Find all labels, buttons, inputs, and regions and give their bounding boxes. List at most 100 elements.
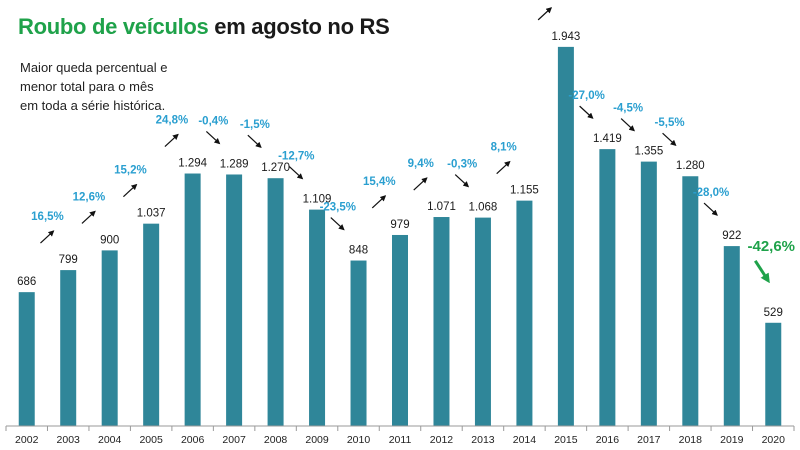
bar-2005 — [143, 223, 160, 426]
percent-change-label-2007: -0,4% — [198, 115, 228, 127]
value-label-2020: 529 — [764, 307, 783, 319]
percent-change-label-2013: -0,3% — [447, 159, 477, 171]
value-label-2013: 1.068 — [469, 202, 498, 214]
percent-change-label-2020: -42,6% — [747, 238, 795, 255]
trend-arrow-2013 — [454, 174, 470, 188]
trend-arrow-2019 — [703, 202, 718, 216]
value-label-2018: 1.280 — [676, 160, 705, 172]
bar-2013 — [474, 217, 491, 426]
x-tick-label-2019: 2019 — [720, 434, 744, 446]
trend-arrow-2014 — [496, 160, 511, 175]
value-label-2010: 848 — [349, 245, 368, 257]
bar-2012 — [433, 217, 450, 426]
value-label-2015: 1.943 — [552, 31, 581, 43]
bar-2014 — [516, 200, 533, 426]
x-tick-label-2009: 2009 — [305, 434, 329, 446]
trend-arrow-2012 — [413, 177, 428, 191]
x-tick-label-2004: 2004 — [98, 434, 122, 446]
trend-arrow-2016 — [579, 105, 594, 119]
x-tick-label-2014: 2014 — [513, 434, 537, 446]
trend-arrow-2011 — [371, 195, 387, 209]
x-tick-label-2007: 2007 — [222, 434, 246, 446]
chart-title-highlight: Roubo de veículos — [18, 14, 209, 39]
chart-subtitle: Maior queda percentual e menor total par… — [20, 58, 180, 115]
bar-2016 — [599, 149, 616, 426]
x-axis-ticks-layer — [5, 426, 795, 431]
x-tick-label-2003: 2003 — [57, 434, 81, 446]
percent-change-label-2003: 16,5% — [31, 211, 64, 223]
bar-2020 — [765, 322, 782, 426]
x-tick-label-2017: 2017 — [637, 434, 661, 446]
value-label-2006: 1.294 — [178, 158, 207, 170]
value-label-2019: 922 — [722, 230, 741, 242]
trend-arrow-2006 — [164, 133, 179, 147]
trend-arrow-2018 — [662, 132, 677, 147]
bar-2008 — [267, 178, 284, 426]
subtitle-line-2: menor total para o mês — [20, 79, 154, 94]
bar-2002 — [18, 292, 35, 426]
value-label-2005: 1.037 — [137, 208, 166, 220]
percent-change-label-2018: -5,5% — [655, 117, 685, 129]
trend-arrow-2017 — [620, 118, 635, 132]
percent-change-label-2016: -27,0% — [568, 90, 604, 102]
trend-arrow-2007 — [205, 131, 221, 145]
x-tick-label-2010: 2010 — [347, 434, 371, 446]
percent-change-label-2019: -28,0% — [693, 187, 729, 199]
bar-2007 — [226, 174, 243, 426]
chart-title-rest: em agosto no RS — [208, 14, 390, 39]
percent-change-label-2004: 12,6% — [73, 191, 106, 203]
trend-arrow-2008 — [247, 134, 262, 149]
percent-change-label-2017: -4,5% — [613, 103, 643, 115]
value-label-2002: 686 — [17, 276, 36, 288]
value-label-2007: 1.289 — [220, 158, 249, 170]
bar-2015 — [557, 46, 574, 426]
trend-arrow-2004 — [81, 210, 96, 224]
value-label-2009: 1.109 — [303, 194, 332, 206]
percent-change-label-2005: 15,2% — [114, 165, 147, 177]
trend-arrow-2009 — [288, 166, 304, 180]
trend-arrow-2015 — [537, 7, 553, 21]
trend-arrow-2020 — [754, 259, 770, 284]
percent-labels-layer: 16,5% 12,6% 15,2% 24,8% -0,4% -1,5% -12,7% -23,… — [31, 90, 795, 255]
x-tick-label-2008: 2008 — [264, 434, 288, 446]
percent-change-label-2006: 24,8% — [156, 115, 189, 127]
value-label-2012: 1.071 — [427, 201, 456, 213]
chart-title: Roubo de veículos em agosto no RS — [18, 14, 390, 40]
x-tick-label-2015: 2015 — [554, 434, 578, 446]
x-tick-label-2011: 2011 — [389, 434, 412, 446]
bar-2017 — [640, 161, 657, 427]
value-label-2004: 900 — [100, 234, 119, 246]
x-tick-label-2020: 2020 — [762, 434, 786, 446]
x-tick-label-2013: 2013 — [471, 434, 495, 446]
value-labels-layer: 686 799 900 1.037 1.294 1.289 1.270 1.109 848 979… — [17, 31, 783, 319]
x-axis-labels-layer: 2002 2003 2004 2005 2006 2007 2008 2009 2010 2011… — [15, 434, 785, 446]
value-label-2008: 1.270 — [261, 162, 290, 174]
x-tick-label-2006: 2006 — [181, 434, 205, 446]
percent-change-label-2010: -23,5% — [320, 202, 356, 214]
value-label-2016: 1.419 — [593, 133, 622, 145]
bar-2006 — [184, 173, 201, 426]
bar-2009 — [309, 209, 326, 426]
x-tick-label-2005: 2005 — [139, 434, 163, 446]
percent-change-label-2011: 15,4% — [363, 176, 396, 188]
bar-2011 — [392, 234, 408, 426]
x-tick-label-2016: 2016 — [596, 434, 620, 446]
percent-change-label-2014: 8,1% — [491, 142, 517, 154]
bar-2019 — [723, 246, 740, 426]
value-label-2014: 1.155 — [510, 185, 539, 197]
subtitle-line-3: em toda a série histórica. — [20, 98, 166, 113]
value-label-2003: 799 — [59, 254, 78, 266]
bars-layer — [18, 46, 782, 427]
value-label-2017: 1.355 — [634, 146, 663, 158]
subtitle-line-1: Maior queda percentual e — [20, 60, 168, 75]
bar-2004 — [101, 250, 118, 426]
x-tick-label-2018: 2018 — [679, 434, 703, 446]
trend-arrow-2010 — [330, 217, 345, 231]
arrows-layer — [40, 7, 770, 284]
percent-change-label-2008: -1,5% — [240, 119, 270, 131]
trend-arrow-2003 — [40, 230, 55, 244]
x-tick-label-2002: 2002 — [15, 434, 39, 446]
bar-2018 — [682, 176, 699, 426]
value-label-2011: 979 — [390, 219, 409, 231]
